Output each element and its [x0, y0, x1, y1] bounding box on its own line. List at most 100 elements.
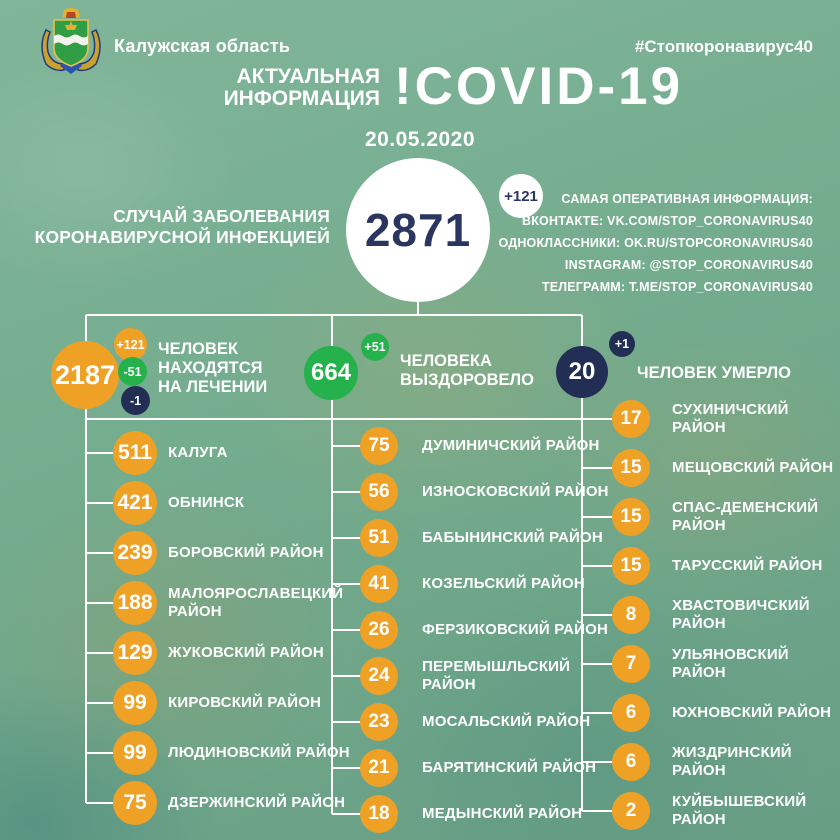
- district-count-badge: 99: [113, 731, 157, 775]
- hashtag: #Стопкоронавирус40: [634, 37, 813, 56]
- district-label: ЖИЗДРИНСКИЙ РАЙОН: [672, 743, 792, 779]
- district-column-3: 17 СУХИНИЧСКИЙ РАЙОН 15 МЕЩОВСКИЙ РАЙОН 15…: [612, 394, 840, 835]
- district-count-badge: 2: [612, 791, 650, 830]
- district-label: БАРЯТИНСКИЙ РАЙОН: [422, 759, 597, 776]
- district-count-badge: 7: [612, 644, 650, 683]
- district-row: 56 ИЗНОСКОВСКИЙ РАЙОН: [360, 469, 609, 515]
- district-label: МЕДЫНСКИЙ РАЙОН: [422, 805, 583, 822]
- region-title: Калужская область: [114, 36, 291, 56]
- district-count-badge: 21: [360, 749, 398, 787]
- district-label: БАБЫНИНСКИЙ РАЙОН: [422, 529, 603, 546]
- district-count-badge: 18: [360, 795, 398, 833]
- poster-title: АКТУАЛЬНАЯ ИНФОРМАЦИЯ: [224, 66, 380, 110]
- total-cases-label-line2: КОРОНАВИРУСНОЙ ИНФЕКЦИЕЙ: [34, 227, 330, 247]
- on-treatment-label: ЧЕЛОВЕК НАХОДЯТСЯ НА ЛЕЧЕНИИ: [158, 340, 268, 396]
- district-label: КУЙБЫШЕВСКИЙ РАЙОН: [672, 792, 807, 828]
- on-treatment-circle: 2187: [51, 341, 119, 409]
- district-row: 23 МОСАЛЬСКИЙ РАЙОН: [360, 699, 609, 745]
- district-count-badge: 17: [612, 399, 650, 438]
- kaluga-coat-of-arms-icon: [41, 8, 101, 74]
- district-count-badge: 8: [612, 595, 650, 634]
- district-count-badge: 23: [360, 703, 398, 741]
- poster-title-line1: АКТУАЛЬНАЯ: [236, 65, 381, 88]
- district-row: 15 МЕЩОВСКИЙ РАЙОН: [612, 443, 840, 492]
- on-treatment-delta-death-badge: -1: [121, 386, 150, 415]
- district-label: СУХИНИЧСКИЙ РАЙОН: [672, 400, 789, 436]
- district-row: 8 ХВАСТОВИЧСКИЙ РАЙОН: [612, 590, 840, 639]
- district-row: 6 ЮХНОВСКИЙ РАЙОН: [612, 688, 840, 737]
- district-row: 2 КУЙБЫШЕВСКИЙ РАЙОН: [612, 786, 840, 835]
- district-row: 17 СУХИНИЧСКИЙ РАЙОН: [612, 394, 840, 443]
- social-heading: САМАЯ ОПЕРАТИВНАЯ ИНФОРМАЦИЯ:: [561, 192, 813, 206]
- district-count-badge: 6: [612, 693, 650, 732]
- district-count-badge: 75: [113, 781, 157, 825]
- district-count-badge: 6: [612, 742, 650, 781]
- district-label: МОСАЛЬСКИЙ РАЙОН: [422, 713, 591, 730]
- district-row: 7 УЛЬЯНОВСКИЙ РАЙОН: [612, 639, 840, 688]
- district-label: ПЕРЕМЫШЛЬСКИЙ РАЙОН: [422, 658, 571, 693]
- district-row: 511 КАЛУГА: [113, 428, 350, 478]
- district-label: ДУМИНИЧСКИЙ РАЙОН: [422, 437, 600, 454]
- district-count-badge: 511: [113, 431, 157, 475]
- district-row: 239 БОРОВСКИЙ РАЙОН: [113, 528, 350, 578]
- district-row: 421 ОБНИНСК: [113, 478, 350, 528]
- district-label: КОЗЕЛЬСКИЙ РАЙОН: [422, 575, 585, 592]
- deaths-label: ЧЕЛОВЕК УМЕРЛО: [637, 364, 791, 382]
- district-label: КИРОВСКИЙ РАЙОН: [168, 694, 322, 711]
- deaths-circle: 20: [556, 346, 608, 398]
- district-label: ИЗНОСКОВСКИЙ РАЙОН: [422, 483, 609, 500]
- report-date: 20.05.2020: [364, 128, 476, 151]
- district-label: КАЛУГА: [168, 444, 228, 461]
- social-instagram: INSTAGRAM: @STOP_CORONAVIRUS40: [564, 258, 813, 272]
- district-count-badge: 26: [360, 611, 398, 649]
- district-row: 6 ЖИЗДРИНСКИЙ РАЙОН: [612, 737, 840, 786]
- recovered-label: ЧЕЛОВЕКА ВЫЗДОРОВЕЛО: [400, 352, 534, 389]
- district-row: 75 ДУМИНИЧСКИЙ РАЙОН: [360, 423, 609, 469]
- district-label: ЛЮДИНОВСКИЙ РАЙОН: [168, 744, 350, 761]
- total-cases-delta-badge: +121: [499, 174, 543, 218]
- district-count-badge: 129: [113, 631, 157, 675]
- district-row: 15 ТАРУССКИЙ РАЙОН: [612, 541, 840, 590]
- district-row: 24 ПЕРЕМЫШЛЬСКИЙ РАЙОН: [360, 653, 609, 699]
- recovered-circle: 664: [304, 346, 358, 400]
- on-treatment-delta-plus-badge: +121: [114, 328, 147, 361]
- district-column-1: 511 КАЛУГА 421 ОБНИНСК 239 БОРОВСКИЙ РАЙОН …: [113, 428, 350, 828]
- social-ok: ОДНОКЛАССНИКИ: OK.RU/STOPCORONAVIRUS40: [498, 236, 813, 250]
- district-label: ДЗЕРЖИНСКИЙ РАЙОН: [168, 794, 346, 811]
- district-count-badge: 421: [113, 481, 157, 525]
- district-label: СПАС-ДЕМЕНСКИЙ РАЙОН: [672, 498, 819, 534]
- district-row: 18 МЕДЫНСКИЙ РАЙОН: [360, 791, 609, 837]
- district-row: 99 ЛЮДИНОВСКИЙ РАЙОН: [113, 728, 350, 778]
- district-row: 129 ЖУКОВСКИЙ РАЙОН: [113, 628, 350, 678]
- covid-title: !COVID-19: [394, 57, 684, 116]
- district-label: ЖУКОВСКИЙ РАЙОН: [168, 644, 324, 661]
- district-label: БОРОВСКИЙ РАЙОН: [168, 544, 324, 561]
- district-count-badge: 24: [360, 657, 398, 695]
- district-label: МЕЩОВСКИЙ РАЙОН: [672, 458, 834, 476]
- district-row: 41 КОЗЕЛЬСКИЙ РАЙОН: [360, 561, 609, 607]
- poster-title-line2: ИНФОРМАЦИЯ: [223, 87, 380, 110]
- deaths-delta-badge: +1: [609, 331, 635, 357]
- district-label: МАЛОЯРОСЛАВЕЦКИЙ РАЙОН: [168, 585, 344, 620]
- district-count-badge: 15: [612, 546, 650, 585]
- district-count-badge: 15: [612, 497, 650, 536]
- district-count-badge: 75: [360, 427, 398, 465]
- district-label: ОБНИНСК: [168, 494, 245, 511]
- district-column-2: 75 ДУМИНИЧСКИЙ РАЙОН 56 ИЗНОСКОВСКИЙ РАЙОН…: [360, 423, 609, 837]
- social-telegram: ТЕЛЕГРАММ: T.ME/STOP_CORONAVIRUS40: [541, 280, 813, 294]
- district-count-badge: 41: [360, 565, 398, 603]
- social-links-block: САМАЯ ОПЕРАТИВНАЯ ИНФОРМАЦИЯ: ВКОНТАКТЕ:…: [498, 188, 813, 298]
- district-count-badge: 239: [113, 531, 157, 575]
- social-vk: ВКОНТАКТЕ: VK.COM/STOP_CORONAVIRUS40: [522, 214, 813, 228]
- district-row: 99 КИРОВСКИЙ РАЙОН: [113, 678, 350, 728]
- district-row: 26 ФЕРЗИКОВСКИЙ РАЙОН: [360, 607, 609, 653]
- district-count-badge: 51: [360, 519, 398, 557]
- district-count-badge: 99: [113, 681, 157, 725]
- district-label: ХВАСТОВИЧСКИЙ РАЙОН: [672, 596, 810, 632]
- district-row: 188 МАЛОЯРОСЛАВЕЦКИЙ РАЙОН: [113, 578, 350, 628]
- district-count-badge: 56: [360, 473, 398, 511]
- district-row: 51 БАБЫНИНСКИЙ РАЙОН: [360, 515, 609, 561]
- district-label: УЛЬЯНОВСКИЙ РАЙОН: [672, 645, 789, 681]
